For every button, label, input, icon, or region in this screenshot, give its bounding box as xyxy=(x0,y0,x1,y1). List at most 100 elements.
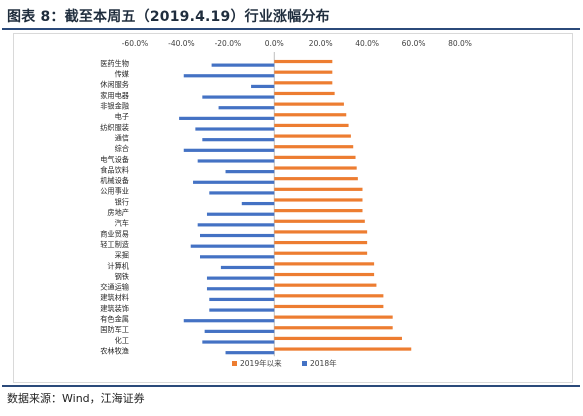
category-label: 传媒 xyxy=(115,70,129,79)
bar-2018 xyxy=(225,170,275,174)
bar-2019-ytd xyxy=(274,315,393,319)
bar-2018 xyxy=(202,138,275,142)
category-label: 有色金属 xyxy=(100,315,129,324)
x-tick-label: 20.0% xyxy=(309,39,333,48)
category-label: 通信 xyxy=(115,133,129,142)
bar-2019-ytd xyxy=(274,240,368,245)
bar-2018 xyxy=(206,276,275,280)
bar-2018 xyxy=(200,233,275,238)
bar-2018 xyxy=(218,106,275,110)
category-label: 采掘 xyxy=(115,251,129,260)
bar-2019-ytd xyxy=(274,91,335,96)
bar-2019-ytd xyxy=(274,304,384,309)
legend-label: 2018年 xyxy=(310,358,337,368)
bar-chart: -60.0% -40.0% -20.0% 0.0% 20.0% 40.0% 60.0% 80.… xyxy=(100,39,472,368)
bar-2018 xyxy=(195,127,275,131)
legend-label: 2019年以来 xyxy=(240,358,282,368)
bar-2018 xyxy=(190,244,275,248)
bar-2018 xyxy=(251,84,275,89)
bar-2019-ytd xyxy=(274,336,402,341)
bar-2018 xyxy=(202,340,275,344)
legend-swatch-2018 xyxy=(302,361,307,366)
category-label: 建筑材料 xyxy=(100,293,129,302)
category-label: 电气设备 xyxy=(100,155,129,164)
x-tick-label: 40.0% xyxy=(355,39,379,48)
bar-2018 xyxy=(204,329,275,333)
category-label: 综合 xyxy=(115,144,129,153)
source-rule xyxy=(2,385,580,387)
bar-2018 xyxy=(183,319,275,323)
bar-2018 xyxy=(197,159,275,163)
bar-2019-ytd xyxy=(274,187,363,191)
category-label: 公用事业 xyxy=(100,187,129,196)
category-label: 医药生物 xyxy=(100,59,129,68)
bar-2019-ytd xyxy=(274,134,351,138)
category-label: 纺织服装 xyxy=(100,123,129,132)
bar-2018 xyxy=(220,265,275,270)
bar-2018 xyxy=(183,148,275,152)
bar-2019-ytd xyxy=(274,272,375,277)
bar-2019-ytd xyxy=(274,155,356,159)
category-label: 房地产 xyxy=(107,208,129,217)
chart-area: -60.0% -40.0% -20.0% 0.0% 20.0% 40.0% 60.0% 80.… xyxy=(13,33,573,383)
bar-2018 xyxy=(193,180,275,184)
x-tick-label: 80.0% xyxy=(448,39,472,48)
bar-2018 xyxy=(200,255,275,259)
category-label: 计算机 xyxy=(107,261,129,270)
bar-2018 xyxy=(179,116,275,120)
category-label: 家用电器 xyxy=(100,91,129,100)
bar-2018 xyxy=(209,297,275,302)
bar-2018 xyxy=(206,287,275,291)
bar-2019-ytd xyxy=(274,70,333,74)
category-label: 建筑装饰 xyxy=(100,304,129,313)
bar-2019-ytd xyxy=(274,219,365,223)
bar-2019-ytd xyxy=(274,283,377,287)
bar-2019-ytd xyxy=(274,113,347,117)
bar-2018 xyxy=(197,223,275,227)
title-rule xyxy=(2,28,580,30)
bar-2018 xyxy=(202,95,275,99)
category-label: 汽车 xyxy=(115,219,129,228)
bar-2019-ytd xyxy=(274,59,333,64)
bar-2019-ytd xyxy=(274,347,412,351)
category-label: 机械设备 xyxy=(100,176,129,185)
bar-2018 xyxy=(209,308,275,312)
bar-2019-ytd xyxy=(274,262,375,266)
category-label: 化工 xyxy=(115,336,129,345)
figure-title: 图表 8：截至本周五（2019.4.19）行业涨幅分布 xyxy=(7,9,330,25)
bar-2019-ytd xyxy=(274,145,354,149)
bar-2019-ytd xyxy=(274,177,358,181)
bar-2019-ytd xyxy=(274,230,368,234)
bar-2019-ytd xyxy=(274,251,368,255)
x-tick-label: 0.0% xyxy=(265,39,284,48)
bar-2019-ytd xyxy=(274,81,333,85)
bar-2018 xyxy=(225,351,275,355)
category-label: 国防军工 xyxy=(100,325,129,334)
source-note: 数据来源：Wind，江海证券 xyxy=(7,392,145,405)
category-label: 电子 xyxy=(115,112,129,121)
x-tick-label: -20.0% xyxy=(215,39,242,48)
x-tick-label: 60.0% xyxy=(402,39,426,48)
bar-2019-ytd xyxy=(274,166,357,170)
bar-2019-ytd xyxy=(274,123,349,128)
x-tick-label: -60.0% xyxy=(122,39,149,48)
bar-2018 xyxy=(241,201,275,206)
category-label: 商业贸易 xyxy=(100,229,129,238)
bar-2018 xyxy=(211,63,275,67)
category-label: 非银金融 xyxy=(100,102,129,111)
bar-2018 xyxy=(183,74,275,78)
category-label: 农林牧渔 xyxy=(100,346,129,355)
category-label: 休闲服务 xyxy=(100,80,129,89)
category-label: 钢铁 xyxy=(115,272,129,281)
bar-2018 xyxy=(206,212,275,216)
bar-2019-ytd xyxy=(274,209,363,213)
category-label: 食品饮料 xyxy=(100,165,129,174)
legend-swatch-2019-ytd xyxy=(232,361,237,366)
bar-2019-ytd xyxy=(274,294,384,298)
x-tick-label: -40.0% xyxy=(168,39,195,48)
category-label: 银行 xyxy=(115,197,129,206)
bar-2018 xyxy=(209,191,275,195)
bar-2019-ytd xyxy=(274,102,344,106)
category-label: 轻工制造 xyxy=(100,240,129,249)
category-label: 交通运输 xyxy=(100,283,129,292)
